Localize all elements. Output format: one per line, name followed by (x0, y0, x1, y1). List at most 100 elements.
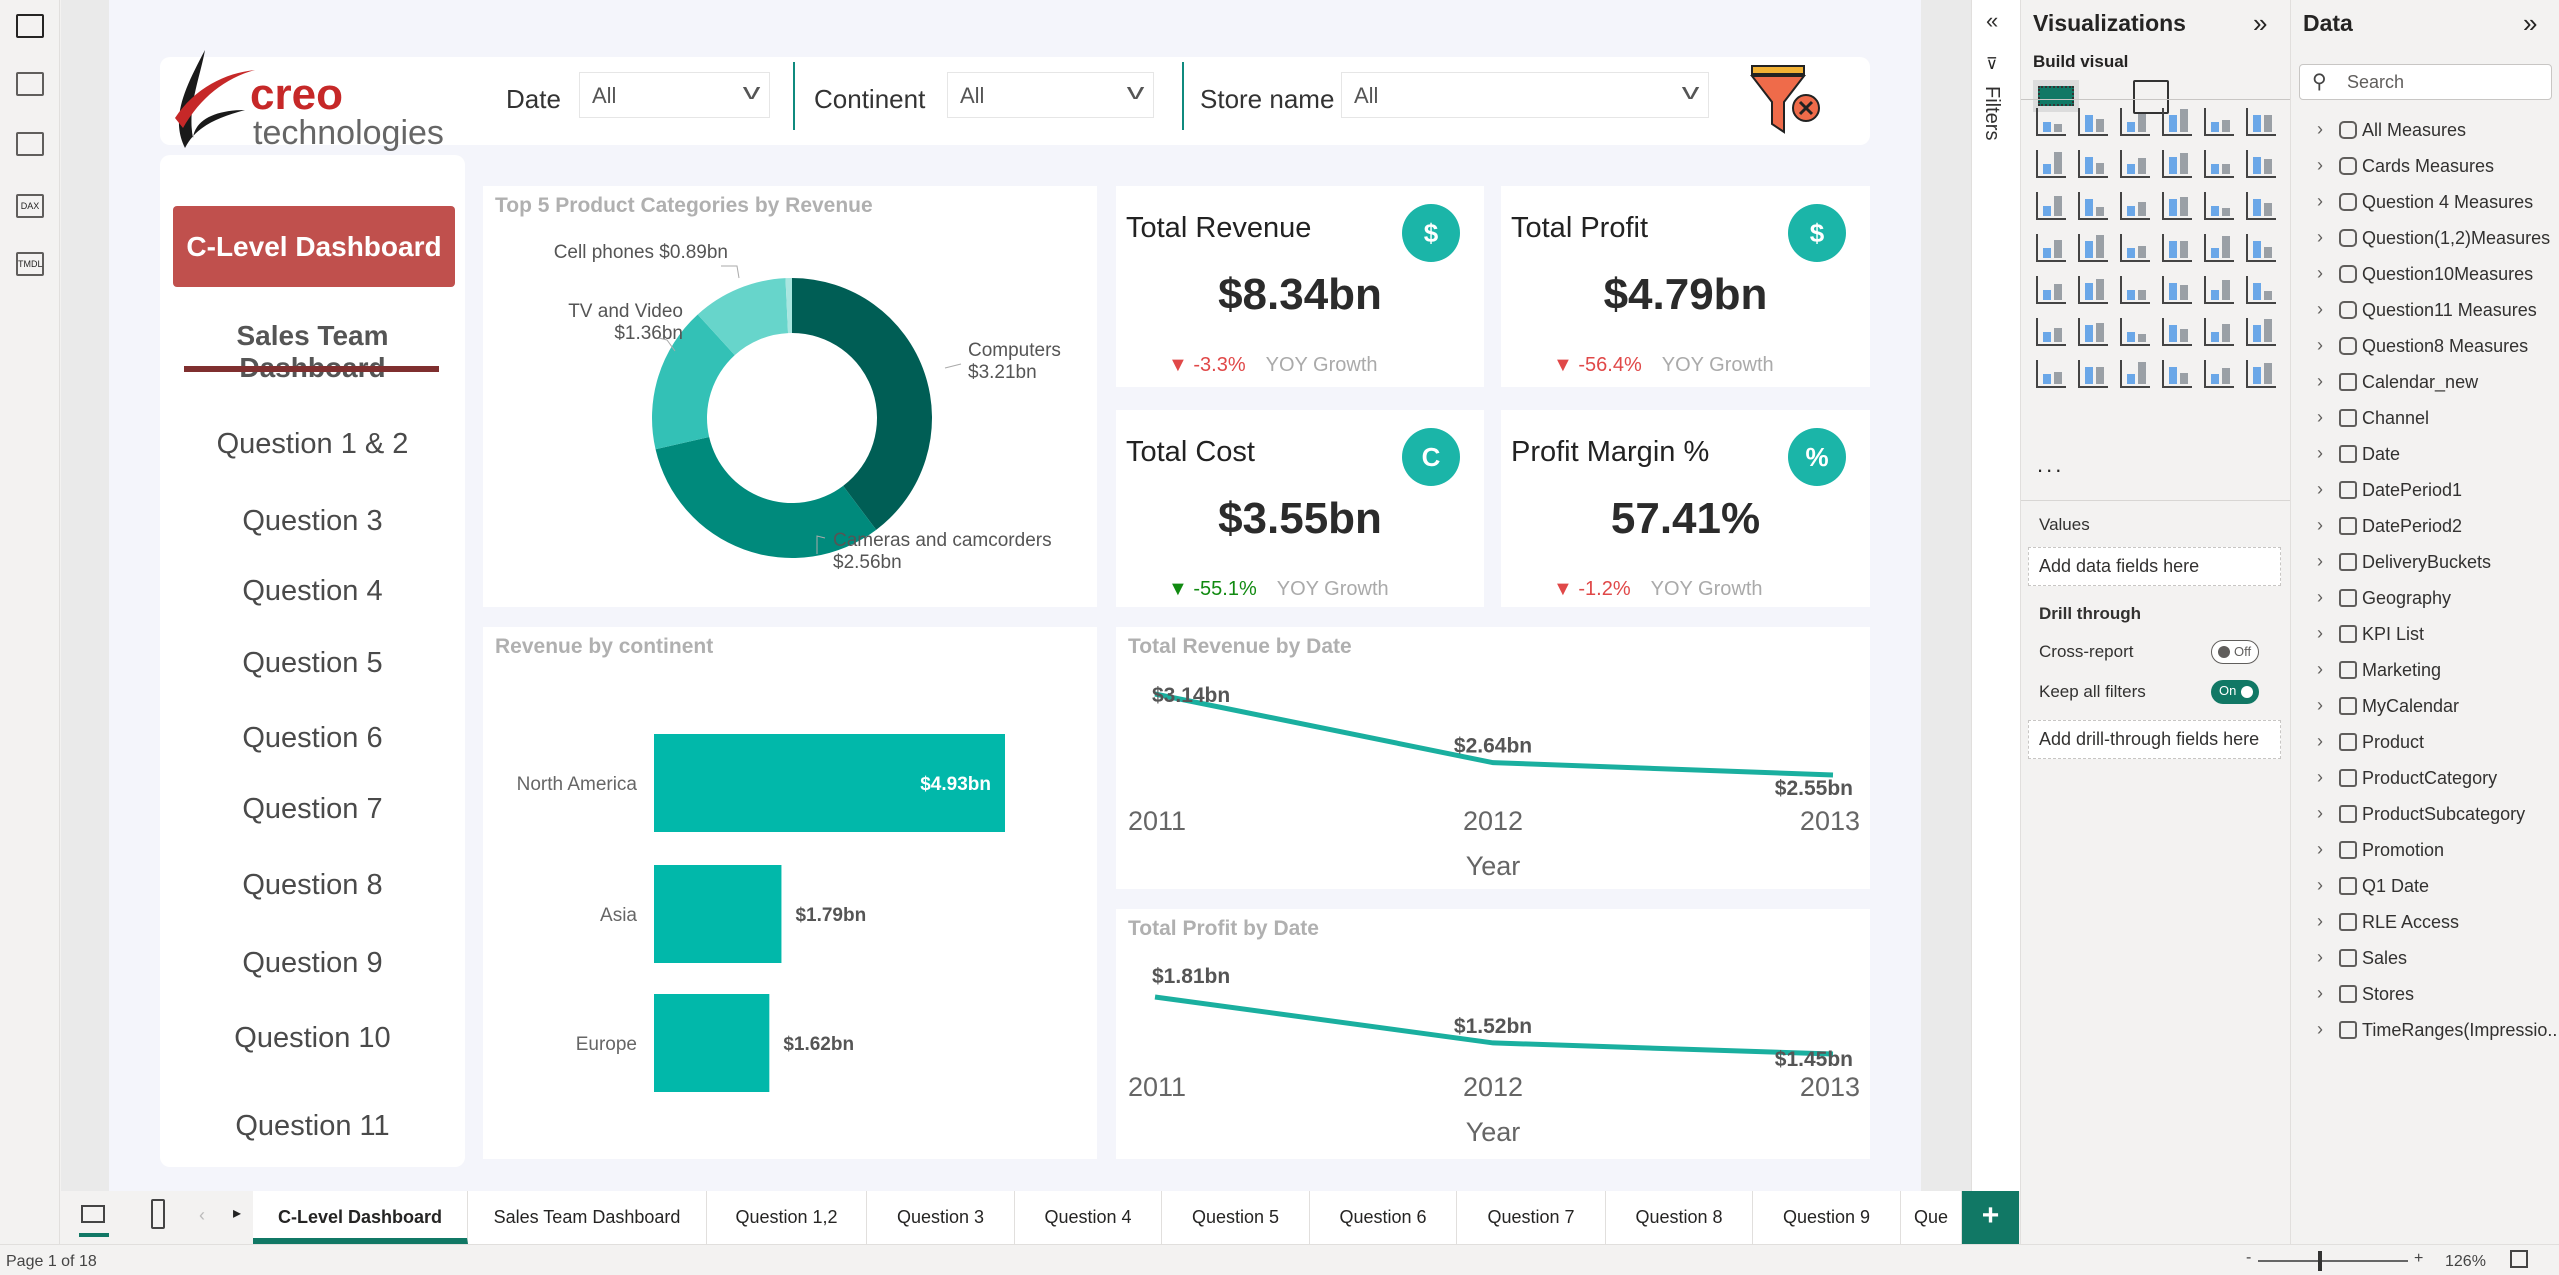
clear-filters-icon[interactable] (1750, 64, 1830, 136)
filled-map-icon[interactable] (2120, 234, 2150, 262)
zoom-out-button[interactable]: - (2246, 1249, 2252, 1266)
page-tab[interactable]: Question 1,2 (707, 1191, 867, 1244)
model-view-icon[interactable] (16, 132, 44, 156)
stacked-bar-icon[interactable] (2036, 108, 2066, 136)
chevron-right-icon[interactable]: › (2317, 191, 2323, 211)
continent-slicer-dropdown[interactable]: All v (947, 72, 1154, 118)
data-table-item[interactable]: › Stores (2291, 978, 2559, 1012)
table-icon[interactable] (2162, 276, 2192, 304)
card-new-icon[interactable] (2078, 360, 2108, 388)
card-icon[interactable] (2246, 234, 2276, 262)
scroll-left-icon[interactable]: ‹ (199, 1205, 205, 1225)
chevron-right-icon[interactable]: › (2317, 443, 2323, 463)
donut-chart[interactable]: Computers$3.21bn Cameras and camcorders$2… (483, 186, 1097, 607)
zoom-slider-thumb[interactable] (2318, 1251, 2322, 1271)
chevron-right-icon[interactable]: › (2317, 1019, 2323, 1039)
chevron-right-icon[interactable]: › (2317, 371, 2323, 391)
page-tab[interactable]: Question 4 (1015, 1191, 1162, 1244)
chevron-right-icon[interactable]: › (2317, 839, 2323, 859)
paginated-report-icon[interactable] (2036, 360, 2066, 388)
chevron-right-icon[interactable]: › (2317, 731, 2323, 751)
revenue-line-chart[interactable]: $3.14bn 2011 $2.64bn 2012 $2.55bn 2013 Year (1116, 627, 1870, 889)
clustered-bar-icon[interactable] (2120, 108, 2150, 136)
data-table-item[interactable]: › DatePeriod2 (2291, 510, 2559, 544)
values-drop-zone[interactable]: Add data fields here (2028, 547, 2281, 586)
page-tab[interactable]: Sales Team Dashboard (468, 1191, 707, 1244)
data-table-item[interactable]: › Marketing (2291, 654, 2559, 688)
format-visual-icon[interactable] (2133, 80, 2169, 114)
expand-right-icon[interactable]: » (2253, 8, 2268, 38)
page-tab[interactable]: Que (1901, 1191, 1962, 1244)
data-table-item[interactable]: › KPI List (2291, 618, 2559, 652)
slicer-icon[interactable] (2120, 276, 2150, 304)
chevron-right-icon[interactable]: › (2317, 263, 2323, 283)
100-area-icon[interactable] (2162, 150, 2192, 178)
data-table-item[interactable]: › ProductSubcategory (2291, 798, 2559, 832)
ribbon-chart-icon[interactable] (2036, 192, 2066, 220)
qa-icon[interactable] (2162, 318, 2192, 346)
chevron-right-icon[interactable]: › (2317, 299, 2323, 319)
data-table-item[interactable]: › Question 4 Measures (2291, 186, 2559, 220)
chevron-right-icon[interactable]: › (2317, 551, 2323, 571)
fit-to-page-icon[interactable] (2510, 1250, 2528, 1268)
chevron-right-icon[interactable]: › (2317, 695, 2323, 715)
python-visual-icon[interactable] (2036, 318, 2066, 346)
filters-pane-collapsed[interactable]: « ⊽ Filters (1971, 0, 2020, 1191)
power-apps-icon[interactable] (2204, 360, 2234, 388)
chevron-right-icon[interactable]: › (2317, 227, 2323, 247)
tmdl-view-icon[interactable]: TMDL (16, 252, 44, 276)
keep-filters-toggle[interactable]: On (2211, 680, 2259, 704)
nav-question-6[interactable]: Question 7 (242, 793, 383, 825)
page-tab[interactable]: C-Level Dashboard (253, 1191, 468, 1244)
data-table-item[interactable]: › MyCalendar (2291, 690, 2559, 724)
data-table-item[interactable]: › Question8 Measures (2291, 330, 2559, 364)
bar-chart[interactable]: North America $4.93bn Asia $1.79bn Europe $1.… (483, 627, 1097, 1159)
store-slicer-dropdown[interactable]: All v (1341, 72, 1709, 118)
data-table-item[interactable]: › Sales (2291, 942, 2559, 976)
mobile-layout-icon[interactable] (151, 1199, 165, 1229)
chevron-right-icon[interactable]: › (2317, 407, 2323, 427)
data-table-item[interactable]: › Channel (2291, 402, 2559, 436)
stacked-area-icon[interactable] (2120, 150, 2150, 178)
chevron-right-icon[interactable]: › (2317, 515, 2323, 535)
zoom-in-button[interactable]: + (2414, 1250, 2424, 1267)
chevron-right-icon[interactable]: › (2317, 155, 2323, 175)
cross-report-toggle[interactable]: Off (2211, 640, 2259, 664)
c-level-dashboard-button[interactable]: C-Level Dashboard (173, 206, 455, 287)
chevron-right-icon[interactable]: › (2317, 947, 2323, 967)
data-table-item[interactable]: › Geography (2291, 582, 2559, 616)
chevron-right-icon[interactable]: › (2317, 875, 2323, 895)
add-page-button[interactable]: + (1962, 1191, 2019, 1244)
chevron-right-icon[interactable]: › (2317, 659, 2323, 679)
arcgis-map-icon[interactable] (2162, 360, 2192, 388)
key-influencers-icon[interactable] (2078, 318, 2108, 346)
data-table-item[interactable]: › TimeRanges(Impressio... (2291, 1014, 2559, 1048)
chevron-right-icon[interactable]: › (2317, 983, 2323, 1003)
data-table-item[interactable]: › Q1 Date (2291, 870, 2559, 904)
chevron-right-icon[interactable]: › (2317, 479, 2323, 499)
desktop-layout-icon[interactable] (81, 1205, 105, 1223)
data-table-item[interactable]: › DatePeriod1 (2291, 474, 2559, 508)
dax-query-icon[interactable]: DAX (16, 194, 44, 218)
nav-question-3[interactable]: Question 4 (242, 575, 383, 607)
line-column-icon[interactable] (2204, 150, 2234, 178)
data-table-item[interactable]: › Date (2291, 438, 2559, 472)
date-slicer-dropdown[interactable]: All v (579, 72, 770, 118)
funnel-icon[interactable] (2120, 192, 2150, 220)
page-tab[interactable]: Question 9 (1753, 1191, 1901, 1244)
data-table-item[interactable]: › Product (2291, 726, 2559, 760)
nav-question-8[interactable]: Question 9 (242, 947, 383, 979)
data-table-item[interactable]: › Question11 Measures (2291, 294, 2559, 328)
matrix-icon[interactable] (2204, 276, 2234, 304)
r-visual-icon[interactable] (2246, 276, 2276, 304)
nav-question-1[interactable]: Question 1 & 2 (216, 428, 409, 460)
data-table-item[interactable]: › Calendar_new (2291, 366, 2559, 400)
data-table-item[interactable]: › Question(1,2)Measures (2291, 222, 2559, 256)
chevron-right-icon[interactable]: › (2317, 623, 2323, 643)
pie-chart-icon[interactable] (2204, 192, 2234, 220)
100-bar-icon[interactable] (2204, 108, 2234, 136)
donut-chart-icon[interactable] (2246, 192, 2276, 220)
line-clustered-column-icon[interactable] (2246, 150, 2276, 178)
nav-question-5[interactable]: Question 6 (242, 722, 383, 754)
